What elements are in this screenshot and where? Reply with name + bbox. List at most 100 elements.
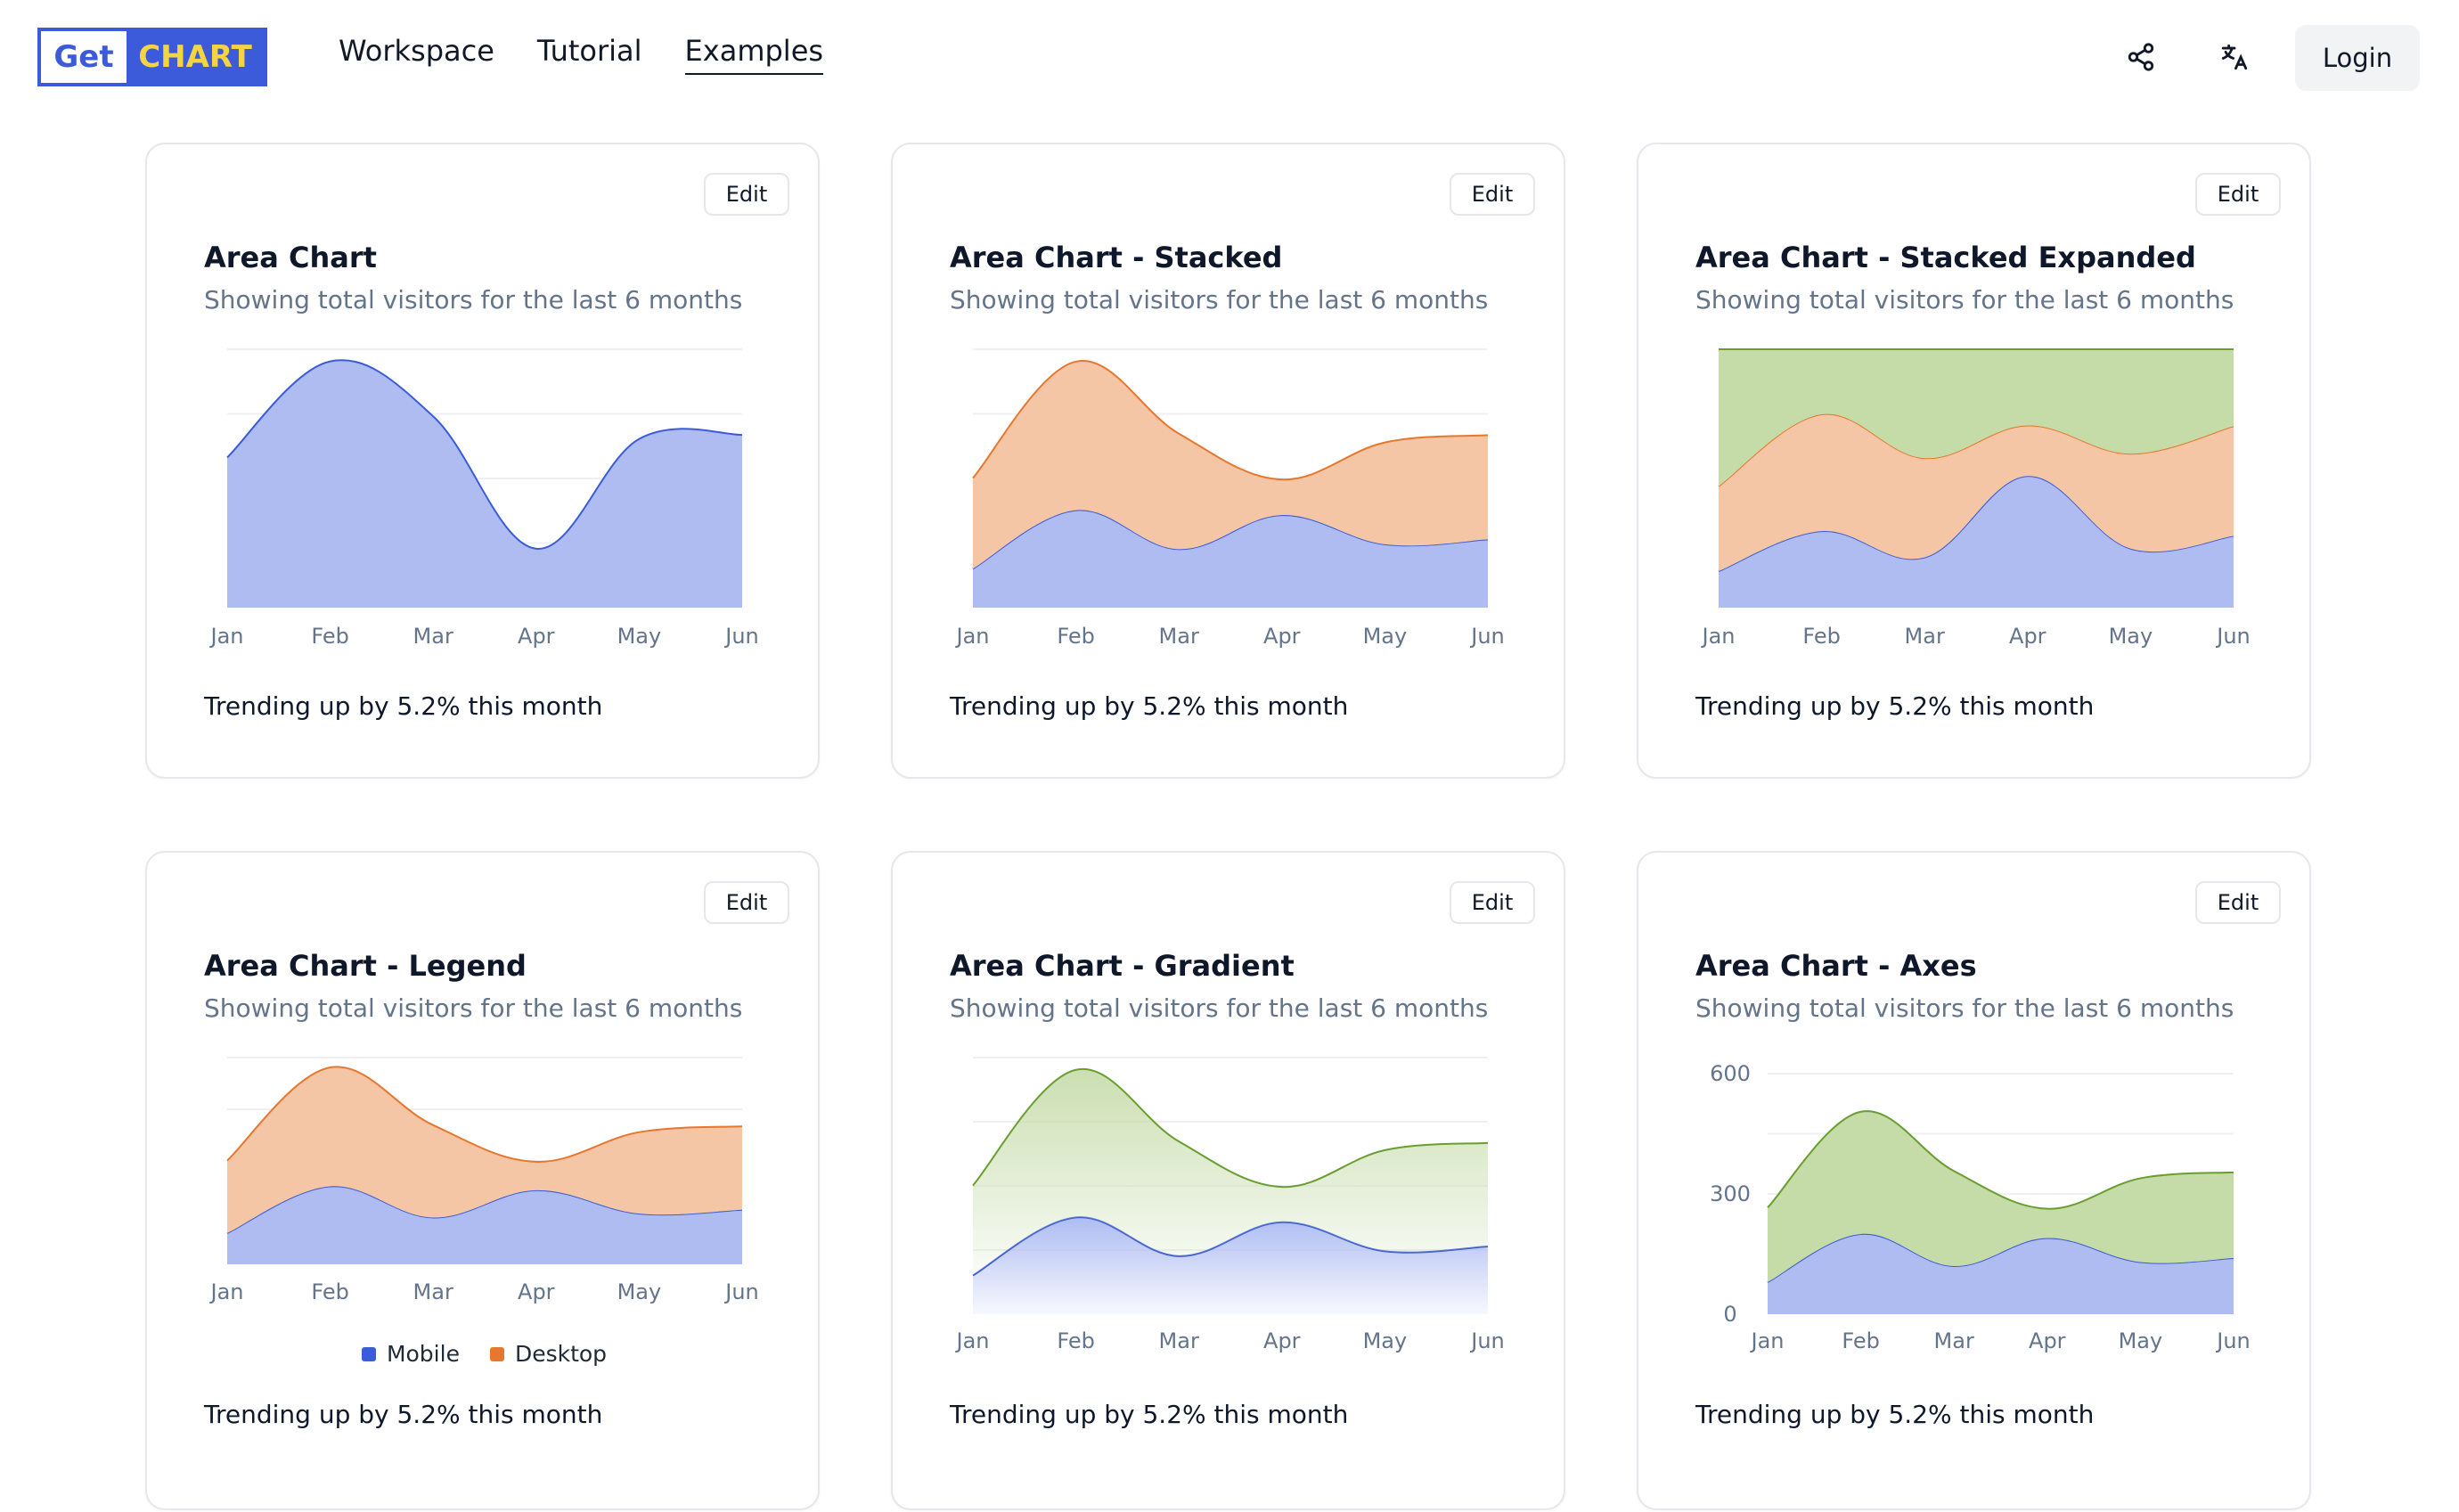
x-tick-label: Feb bbox=[1057, 624, 1095, 649]
card-title: Area Chart bbox=[204, 241, 377, 274]
x-tick-label: Feb bbox=[1802, 624, 1841, 649]
nav-tutorial[interactable]: Tutorial bbox=[536, 34, 642, 68]
x-tick-label: Feb bbox=[311, 624, 349, 649]
x-tick-label: Jun bbox=[1469, 1328, 1505, 1353]
x-tick-label: Apr bbox=[518, 1279, 555, 1304]
card-footer: Trending up by 5.2% this month bbox=[204, 1400, 603, 1429]
legend-item-mobile: Mobile bbox=[361, 1341, 460, 1367]
x-tick-label: May bbox=[1363, 1328, 1408, 1353]
x-tick-label: Mar bbox=[1934, 1328, 1974, 1353]
edit-button[interactable]: Edit bbox=[2195, 173, 2281, 216]
card-title: Area Chart - Legend bbox=[204, 949, 527, 983]
x-tick-label: May bbox=[617, 1279, 662, 1304]
x-tick-label: May bbox=[617, 624, 662, 649]
mobile-swatch bbox=[361, 1346, 376, 1361]
x-tick-label: Apr bbox=[1263, 624, 1301, 649]
legend-item-desktop: Desktop bbox=[489, 1341, 608, 1367]
x-tick-label: May bbox=[1363, 624, 1408, 649]
x-tick-label: Jun bbox=[1469, 624, 1505, 649]
edit-button[interactable]: Edit bbox=[2195, 881, 2281, 924]
area-series-0 bbox=[1719, 476, 2234, 608]
area-chart-legend-card: Edit Area Chart - Legend Showing total v… bbox=[145, 851, 820, 1510]
x-tick-label: Jan bbox=[955, 624, 990, 649]
x-tick-label: Jan bbox=[955, 1328, 990, 1353]
logo[interactable]: Get CHART bbox=[37, 28, 267, 86]
area-chart-legend: Jan Feb Mar Apr May Jun bbox=[209, 1057, 759, 1304]
area-line-1 bbox=[1767, 1110, 2234, 1210]
x-tick-label: Mar bbox=[1159, 624, 1199, 649]
area-chart-axes-card: Edit Area Chart - Axes Showing total vis… bbox=[1637, 851, 2311, 1510]
translate-icon[interactable] bbox=[2210, 32, 2259, 82]
card-subtitle: Showing total visitors for the last 6 mo… bbox=[204, 285, 743, 315]
area-line-1 bbox=[226, 1066, 743, 1163]
area-line-1 bbox=[972, 360, 1489, 481]
x-tick-label: Mar bbox=[413, 624, 453, 649]
share-icon[interactable] bbox=[2116, 32, 2166, 82]
edit-button[interactable]: Edit bbox=[704, 881, 789, 924]
x-tick-label: Jan bbox=[209, 624, 244, 649]
area-chart-stacked-card: Edit Area Chart - Stacked Showing total … bbox=[891, 143, 1565, 779]
area-series-0 bbox=[1768, 1233, 2234, 1314]
x-tick-label: Feb bbox=[311, 1279, 349, 1304]
x-tick-label: Apr bbox=[2009, 624, 2046, 649]
area-chart-card: Edit Area Chart Showing total visitors f… bbox=[145, 143, 820, 779]
x-tick-label: May bbox=[2119, 1328, 2163, 1353]
area-series-0 bbox=[973, 510, 1488, 608]
x-tick-label: Jan bbox=[1701, 624, 1736, 649]
area-series-0 bbox=[227, 1186, 742, 1264]
legend-label: Mobile bbox=[386, 1341, 460, 1367]
card-subtitle: Showing total visitors for the last 6 mo… bbox=[950, 285, 1489, 315]
x-tick-label: Feb bbox=[1842, 1328, 1880, 1353]
card-footer: Trending up by 5.2% this month bbox=[1695, 1400, 2095, 1429]
x-tick-label: Apr bbox=[518, 624, 555, 649]
area-line-0 bbox=[226, 359, 743, 550]
nav-workspace[interactable]: Workspace bbox=[339, 34, 494, 68]
card-footer: Trending up by 5.2% this month bbox=[950, 1400, 1349, 1429]
card-subtitle: Showing total visitors for the last 6 mo… bbox=[950, 993, 1489, 1023]
card-title: Area Chart - Gradient bbox=[950, 949, 1295, 983]
x-tick-label: Apr bbox=[2029, 1328, 2066, 1353]
x-tick-label: Feb bbox=[1057, 1328, 1095, 1353]
area-chart-stacked: Jan Feb Mar Apr May Jun bbox=[955, 348, 1505, 649]
area-chart-axes: Jan Feb Mar Apr May Jun 0 300 600 bbox=[1710, 1061, 2251, 1353]
edit-button[interactable]: Edit bbox=[704, 173, 789, 216]
card-footer: Trending up by 5.2% this month bbox=[950, 691, 1349, 721]
card-subtitle: Showing total visitors for the last 6 mo… bbox=[1695, 993, 2234, 1023]
x-tick-label: May bbox=[2109, 624, 2153, 649]
legend-label: Desktop bbox=[514, 1341, 608, 1367]
login-button[interactable]: Login bbox=[2295, 25, 2420, 91]
x-tick-label: Jun bbox=[2215, 1328, 2251, 1353]
y-tick-label: 300 bbox=[1710, 1181, 1751, 1206]
edit-button[interactable]: Edit bbox=[1450, 173, 1535, 216]
card-footer: Trending up by 5.2% this month bbox=[1695, 691, 2095, 721]
x-tick-label: Mar bbox=[1159, 1328, 1199, 1353]
logo-chart-text: CHART bbox=[127, 31, 264, 83]
x-tick-label: Jan bbox=[1750, 1328, 1785, 1353]
area-series-0 bbox=[227, 360, 742, 608]
x-tick-label: Mar bbox=[1905, 624, 1945, 649]
x-tick-label: Jan bbox=[209, 1279, 244, 1304]
card-title: Area Chart - Stacked bbox=[950, 241, 1283, 274]
area-series-0 bbox=[973, 1217, 1488, 1314]
logo-get-text: Get bbox=[41, 31, 127, 83]
x-tick-label: Jun bbox=[723, 624, 759, 649]
card-subtitle: Showing total visitors for the last 6 mo… bbox=[204, 993, 743, 1023]
area-series-2 bbox=[1719, 349, 2234, 486]
card-subtitle: Showing total visitors for the last 6 mo… bbox=[1695, 285, 2234, 315]
card-title: Area Chart - Axes bbox=[1695, 949, 1977, 983]
main-nav: Workspace Tutorial Examples bbox=[339, 34, 824, 75]
y-tick-label: 0 bbox=[1723, 1302, 1736, 1327]
x-tick-label: Jun bbox=[2215, 624, 2251, 649]
area-chart-gradient: Jan Feb Mar Apr May Jun bbox=[955, 1057, 1505, 1353]
chart-legend: Mobile Desktop bbox=[147, 1341, 821, 1367]
area-chart: Jan Feb Mar Apr May Jun bbox=[209, 348, 759, 649]
x-tick-label: Jun bbox=[723, 1279, 759, 1304]
edit-button[interactable]: Edit bbox=[1450, 881, 1535, 924]
y-tick-label: 600 bbox=[1710, 1061, 1751, 1086]
area-chart-stacked-expanded: Jan Feb Mar Apr May Jun bbox=[1701, 347, 2251, 649]
desktop-swatch bbox=[489, 1346, 504, 1361]
x-tick-label: Apr bbox=[1263, 1328, 1301, 1353]
card-title: Area Chart - Stacked Expanded bbox=[1695, 241, 2196, 274]
nav-examples[interactable]: Examples bbox=[684, 34, 824, 75]
x-tick-label: Mar bbox=[413, 1279, 453, 1304]
